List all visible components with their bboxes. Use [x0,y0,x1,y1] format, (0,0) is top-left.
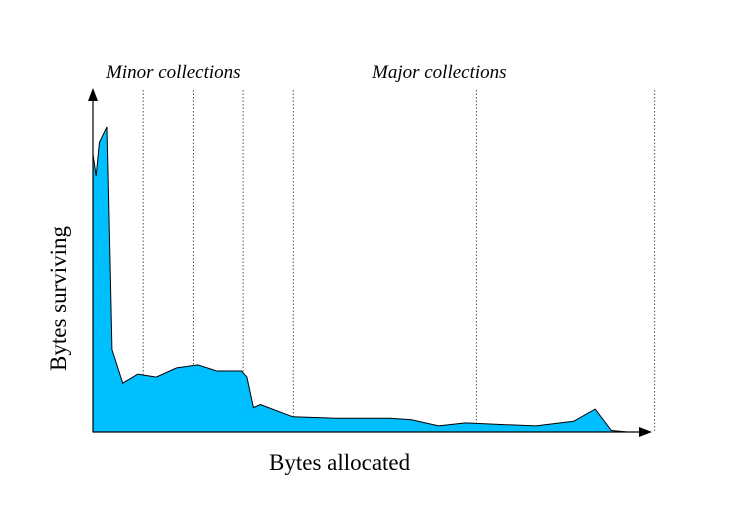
survival-area [92,126,628,433]
axes [88,88,652,437]
y-axis-arrow [88,88,98,101]
minor-collections-label: Minor collections [105,62,241,83]
x-axis-arrow [639,427,652,437]
major-collections-label: Major collections [371,62,507,83]
x-axis-label: Bytes allocated [269,450,411,475]
y-axis-label: Bytes surviving [46,225,71,371]
